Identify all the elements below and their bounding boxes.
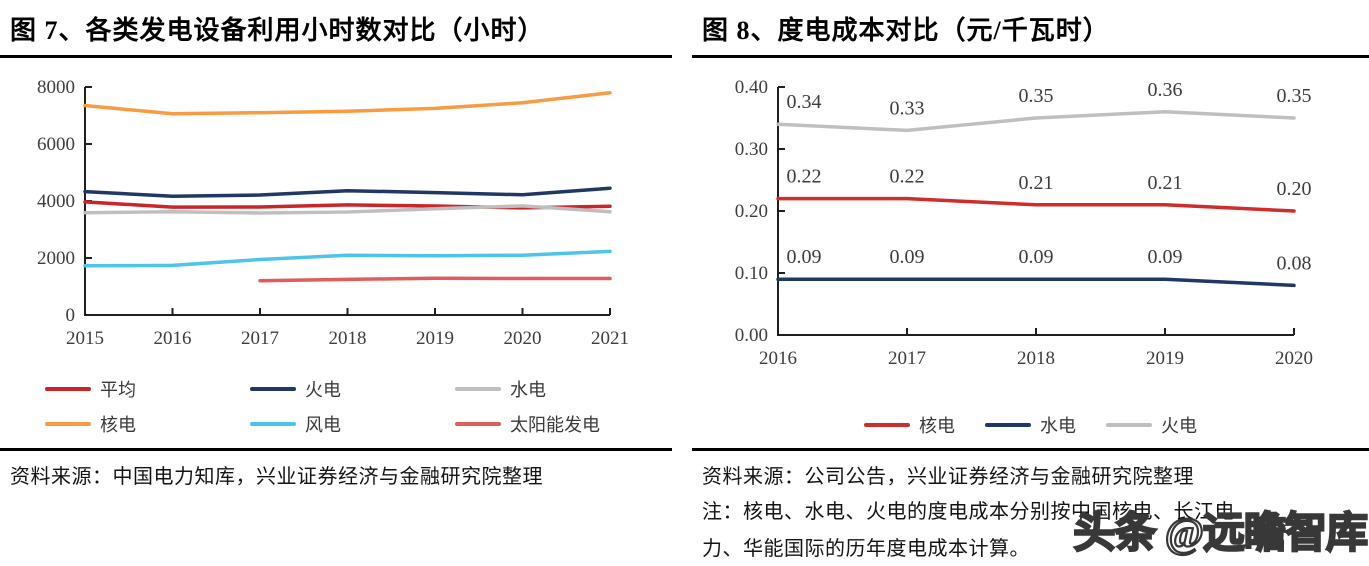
figure8-chart: 0.00 0.10 0.20 0.30 0.40 2016 2017 2018 2019 2020… [735, 77, 1313, 369]
x-tick-label: 2017 [888, 348, 926, 369]
x-tick-label: 2016 [154, 328, 192, 349]
series-line [83, 186, 612, 199]
axis [777, 87, 1294, 336]
legend-item: 平均 [45, 376, 250, 402]
y-tick-label: 0 [66, 305, 76, 326]
legend-swatch-icon [250, 387, 296, 391]
legend-item: 核电 [45, 411, 250, 437]
legend-swatch-icon [864, 423, 910, 427]
point-label: 0.09 [787, 246, 822, 268]
figure8-source-rule [692, 448, 1369, 451]
x-tick-label: 2016 [759, 348, 797, 369]
legend-label: 核电 [100, 415, 136, 435]
legend-label: 火电 [1161, 416, 1197, 436]
x-tick-label: 2018 [329, 328, 367, 349]
legend-swatch-icon [250, 422, 296, 426]
series-line [776, 110, 1296, 133]
point-label: 0.35 [1019, 85, 1054, 107]
figure7-title-rule [0, 55, 672, 58]
legend-label: 火电 [305, 380, 341, 400]
legend-swatch-icon [1106, 423, 1152, 427]
legend-label: 风电 [305, 415, 341, 435]
figure8-note-line1: 注：核电、水电、火电的度电成本分别按中国核电、长江电 [702, 501, 1235, 523]
x-tick-label: 2015 [66, 328, 104, 349]
legend-swatch-icon [45, 422, 91, 426]
point-label: 0.33 [890, 97, 925, 119]
figure8-note-line2: 力、华能国际的历年度电成本计算。 [702, 538, 1030, 560]
legend-label: 平均 [100, 380, 136, 400]
figure8-title-rule [692, 55, 1369, 58]
series-line [258, 276, 612, 283]
x-tick-label: 2020 [504, 328, 542, 349]
point-label: 0.20 [1277, 178, 1312, 200]
point-label: 0.36 [1148, 79, 1183, 101]
x-tick-label: 2019 [416, 328, 454, 349]
series-line [776, 196, 1296, 213]
legend-item: 火电 [250, 376, 455, 402]
series-line [83, 204, 612, 215]
legend-item: 水电 [985, 412, 1076, 438]
legend-item: 核电 [864, 412, 955, 438]
figure7-source-rule [0, 448, 672, 451]
point-label: 0.22 [890, 166, 925, 188]
point-label: 0.09 [890, 246, 925, 268]
legend-item: 水电 [455, 376, 675, 402]
point-label: 0.34 [787, 91, 822, 113]
y-tick-label: 2000 [37, 248, 75, 269]
legend-swatch-icon [455, 387, 501, 391]
y-tick-label: 6000 [37, 134, 75, 155]
legend-label: 核电 [919, 416, 955, 436]
figure7-source: 资料来源：中国电力知库，兴业证券经济与金融研究院整理 [10, 466, 543, 488]
point-label: 0.35 [1277, 85, 1312, 107]
series-line [776, 277, 1296, 288]
point-label: 0.22 [787, 166, 822, 188]
y-tick-label: 0.00 [735, 325, 768, 346]
point-label: 0.09 [1148, 246, 1183, 268]
y-tick-label: 0.30 [735, 139, 768, 160]
y-tick-label: 0.10 [735, 263, 768, 284]
legend-label: 水电 [510, 380, 546, 400]
figure7-chart: 0 2000 4000 6000 8000 2015 2016 2017 2018 2019 202… [37, 77, 629, 349]
series-line [83, 200, 612, 210]
figure7-title: 图 7、各类发电设备利用小时数对比（小时） [10, 16, 545, 45]
y-tick-label: 4000 [37, 191, 75, 212]
y-tick-label: 0.40 [735, 77, 768, 98]
figure8-note: 注：核电、水电、火电的度电成本分别按中国核电、长江电 力、华能国际的历年度电成本… [702, 494, 1235, 566]
x-tick-label: 2020 [1275, 348, 1313, 369]
x-tick-label: 2018 [1017, 348, 1055, 369]
legend-swatch-icon [455, 422, 501, 426]
watermark: 头条 @远瞻智库 [1072, 510, 1369, 558]
legend-item: 火电 [1106, 412, 1197, 438]
series-line [83, 90, 612, 116]
point-label: 0.21 [1019, 172, 1054, 194]
figure8-source: 资料来源：公司公告，兴业证券经济与金融研究院整理 [702, 466, 1194, 488]
legend-label: 太阳能发电 [510, 415, 600, 435]
figure8-title: 图 8、度电成本对比（元/千瓦时） [702, 16, 1110, 45]
figure8-legend: 核电 水电 火电 [692, 412, 1369, 438]
point-label: 0.09 [1019, 246, 1054, 268]
point-label: 0.21 [1148, 172, 1183, 194]
y-tick-label: 8000 [37, 77, 75, 98]
x-tick-label: 2019 [1146, 348, 1184, 369]
point-label: 0.08 [1277, 252, 1312, 274]
y-tick-label: 0.20 [735, 201, 768, 222]
legend-item: 风电 [250, 411, 455, 437]
legend-label: 水电 [1040, 416, 1076, 436]
legend-swatch-icon [985, 423, 1031, 427]
x-tick-label: 2017 [241, 328, 279, 349]
x-tick-label: 2021 [591, 328, 629, 349]
legend-item: 太阳能发电 [455, 411, 675, 437]
figure7-legend: 平均 火电 水电核电 风电 太阳能发电 [45, 376, 675, 437]
series-line [83, 249, 612, 268]
legend-swatch-icon [45, 387, 91, 391]
